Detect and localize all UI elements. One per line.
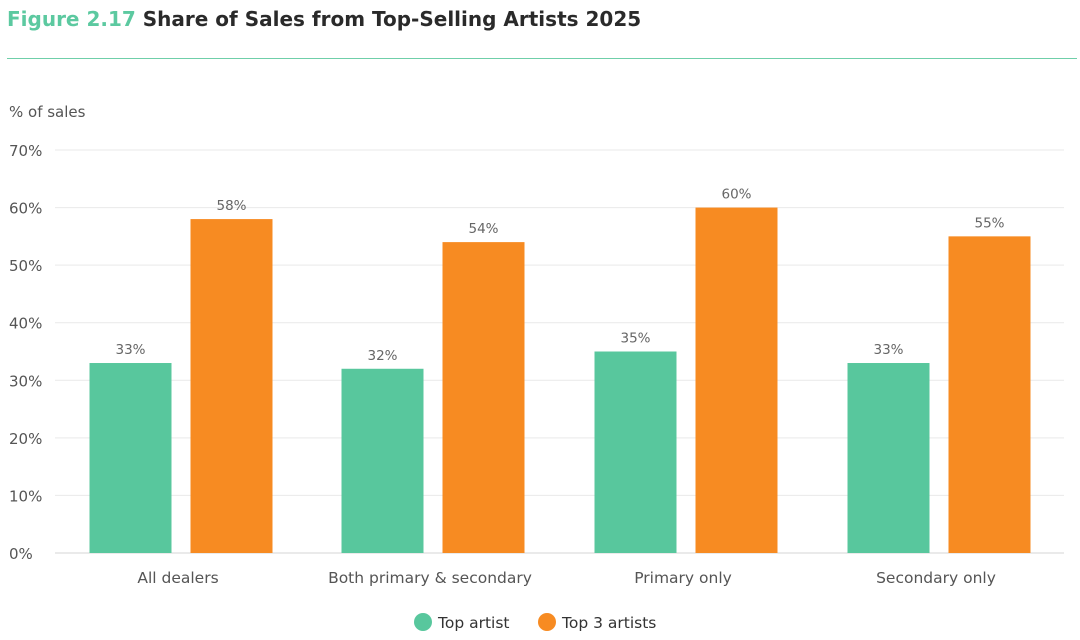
bar-value-label: 33% xyxy=(115,342,145,358)
bar-value-label: 54% xyxy=(468,221,498,237)
x-tick-label: Primary only xyxy=(634,569,732,587)
y-tick-label: 20% xyxy=(9,430,42,448)
bar-top-3-artists xyxy=(696,208,778,553)
x-tick-label: All dealers xyxy=(137,569,218,587)
legend-swatch xyxy=(414,613,432,631)
y-tick-label: 30% xyxy=(9,372,42,390)
x-axis-ticks: All dealers Both primary & secondary Prima… xyxy=(137,569,996,587)
bar-top-3-artists xyxy=(949,236,1031,553)
bar-top-artist xyxy=(342,369,424,553)
bar-top-artist xyxy=(848,363,930,553)
bar-value-label: 60% xyxy=(721,187,751,203)
legend-label: Top artist xyxy=(437,614,510,632)
legend-item-top-3-artists: Top 3 artists xyxy=(538,613,656,632)
bar-top-3-artists xyxy=(191,219,273,553)
bar-value-label: 55% xyxy=(974,215,1004,231)
bar-value-label: 32% xyxy=(367,348,397,364)
bar-top-artist xyxy=(595,352,677,554)
bar-top-3-artists xyxy=(443,242,525,553)
bar-value-label: 33% xyxy=(873,342,903,358)
legend-item-top-artist: Top artist xyxy=(414,613,510,632)
x-tick-label: Both primary & secondary xyxy=(328,569,532,587)
y-tick-label: 10% xyxy=(9,487,42,505)
legend-swatch xyxy=(538,613,556,631)
bar-value-label: 58% xyxy=(216,198,246,214)
legend-label: Top 3 artists xyxy=(561,614,656,632)
y-axis-ticks: 0% 10% 20% 30% 40% 50% 60% 70% xyxy=(9,142,42,563)
bar-top-artist xyxy=(90,363,172,553)
x-tick-label: Secondary only xyxy=(876,569,996,587)
y-tick-label: 70% xyxy=(9,142,42,160)
y-tick-label: 40% xyxy=(9,315,42,333)
y-tick-label: 60% xyxy=(9,200,42,218)
y-axis-title: % of sales xyxy=(9,103,86,121)
bar-value-label: 35% xyxy=(620,331,650,347)
y-tick-label: 0% xyxy=(9,545,33,563)
legend: Top artist Top 3 artists xyxy=(414,613,656,632)
y-tick-label: 50% xyxy=(9,257,42,275)
